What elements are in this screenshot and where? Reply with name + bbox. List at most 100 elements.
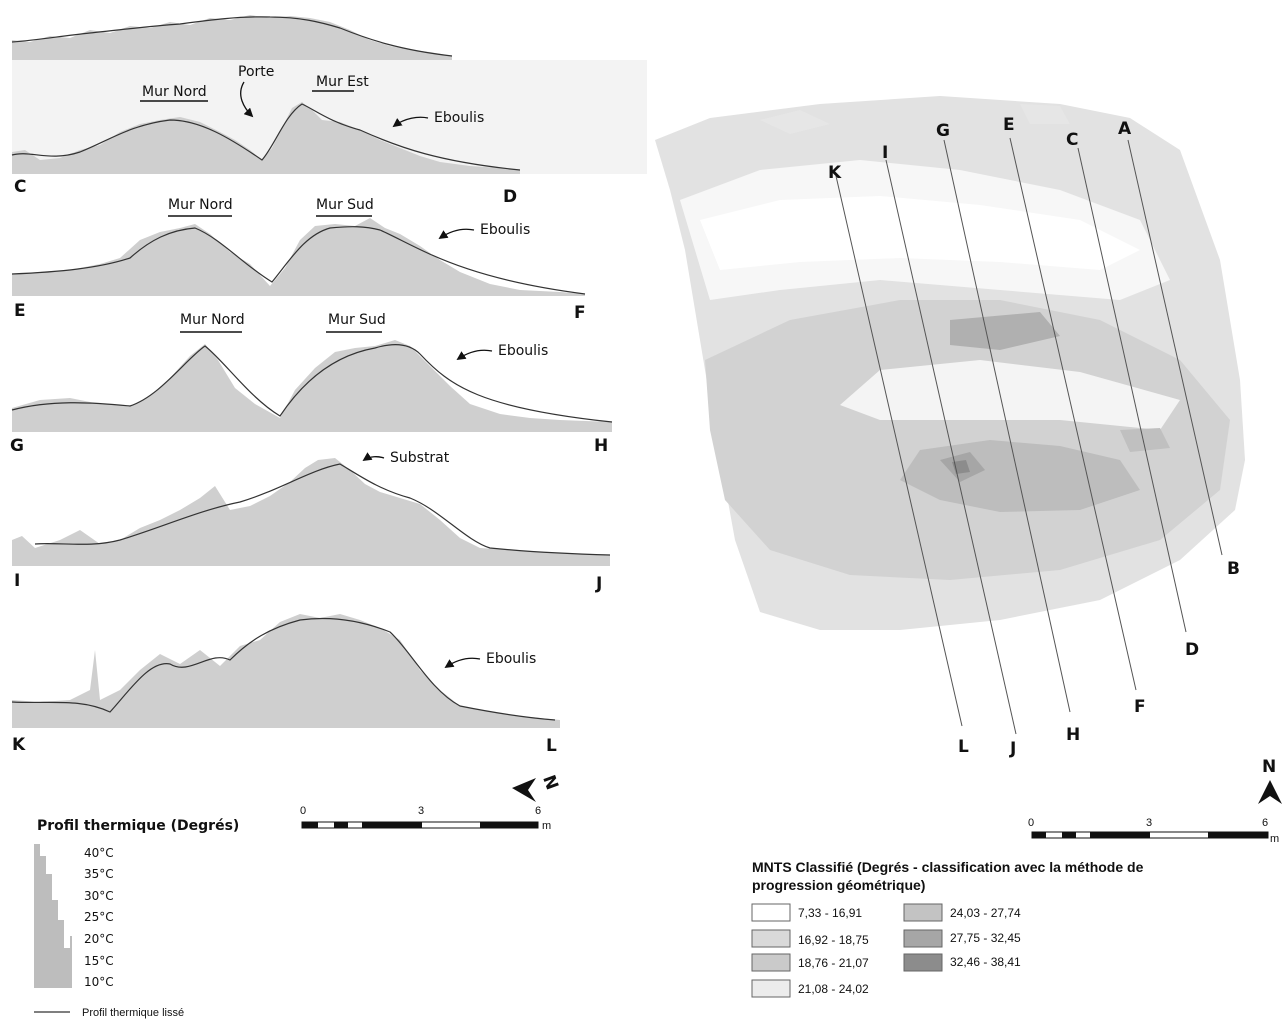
- profile-i-j-raw: [12, 458, 610, 566]
- profile-g-h-raw: [12, 340, 612, 432]
- legend-class-3: 18,76 - 21,07: [798, 956, 869, 970]
- map-letter-h: H: [1066, 725, 1080, 745]
- ef-mur-nord: Mur Nord: [168, 197, 233, 213]
- legend-swatch-5: [903, 903, 943, 922]
- gh-mur-nord: Mur Nord: [180, 312, 245, 328]
- legend-swatch-3: [751, 953, 791, 972]
- map-scale-0: 0: [1028, 817, 1034, 829]
- section-line-i-j: [885, 159, 1017, 735]
- profile-g-h-smooth: [11, 344, 613, 423]
- map-scale-bar: 0 3 6 m: [1028, 817, 1279, 845]
- profile-c-d: Mur Nord Porte Mur Est Eboulis C D: [11, 60, 647, 207]
- profile-legend-swatch: [34, 844, 72, 988]
- profile-e-f-raw: [12, 218, 585, 296]
- legend-class-1: 7,33 - 16,91: [798, 906, 862, 920]
- profile-c-d-end: D: [503, 187, 517, 207]
- legend-swatch-4: [751, 979, 791, 998]
- temp-30: 30°C: [84, 889, 114, 903]
- ij-substrat: Substrat: [390, 450, 450, 466]
- profile-c-d-smooth: [11, 103, 521, 171]
- cd-mur-nord: Mur Nord: [142, 84, 207, 100]
- temp-15: 15°C: [84, 954, 114, 968]
- profiles-panel: A B Mur Nord Porte Mur Est Eboulis C D M…: [10, 15, 647, 1019]
- temp-40: 40°C: [84, 846, 114, 860]
- section-line-g-h: [943, 139, 1071, 713]
- cd-mur-est: Mur Est: [316, 74, 369, 90]
- profiles-north-letter: N: [538, 772, 562, 792]
- legend-class-7: 32,46 - 38,41: [950, 955, 1021, 969]
- section-lines: [835, 137, 1223, 735]
- map-scale-unit: m: [1270, 833, 1279, 845]
- mnts-raster: [655, 96, 1245, 630]
- profile-e-f-end: F: [574, 303, 586, 323]
- map-scale-6: 6: [1262, 817, 1268, 829]
- section-line-a-b: [1127, 139, 1223, 556]
- map-letter-d: D: [1185, 640, 1199, 660]
- profiles-scale-6: 6: [535, 805, 541, 817]
- cd-porte: Porte: [238, 64, 274, 80]
- map-letter-j: J: [1009, 739, 1016, 759]
- map-letter-i: I: [882, 143, 888, 163]
- map-letter-l: L: [958, 737, 969, 757]
- legend-swatch-1: [751, 903, 791, 922]
- temp-10: 10°C: [84, 975, 114, 989]
- section-line-k-l: [835, 175, 963, 727]
- map-letter-b: B: [1227, 559, 1240, 579]
- north-arrow-icon: [1258, 780, 1282, 804]
- map-panel: A B C D E F G H I J K L N 0 3 6 m M: [655, 96, 1282, 998]
- profile-c-d-start: C: [14, 177, 26, 197]
- legend-class-6: 27,75 - 32,45: [950, 931, 1021, 945]
- profile-g-h-start: G: [10, 436, 24, 456]
- profile-a-b-raw: [12, 15, 452, 60]
- map-letter-g: G: [936, 121, 950, 141]
- profile-c-d-raw: [12, 102, 520, 174]
- north-arrow-icon: [512, 778, 536, 802]
- gh-eboulis: Eboulis: [498, 343, 548, 359]
- legend-class-2: 16,92 - 18,75: [798, 933, 869, 947]
- cd-eboulis: Eboulis: [434, 110, 484, 126]
- map-letter-a: A: [1118, 119, 1132, 139]
- temp-20: 20°C: [84, 932, 114, 946]
- profile-i-j-start: I: [14, 571, 20, 591]
- map-legend: MNTS Classifié (Degrés - classification …: [751, 859, 1144, 998]
- map-north-arrow: N: [1258, 757, 1282, 804]
- temp-35: 35°C: [84, 867, 114, 881]
- profile-i-j: Substrat I J: [12, 450, 611, 594]
- profile-g-h: Mur Nord Mur Sud Eboulis G H: [10, 312, 613, 456]
- profile-k-l-start: K: [12, 735, 26, 755]
- map-scale-3: 3: [1146, 817, 1152, 829]
- profile-a-b-smooth: [11, 16, 453, 57]
- legend-swatch-6: [903, 929, 943, 948]
- ef-mur-sud: Mur Sud: [316, 197, 374, 213]
- profile-k-l: Eboulis K L: [11, 614, 560, 756]
- profile-i-j-end: J: [595, 574, 602, 594]
- legend-swatch-2: [751, 929, 791, 948]
- legend-swatch-7: [903, 953, 943, 972]
- legend-class-4: 21,08 - 24,02: [798, 982, 869, 996]
- profile-legend-title: Profil thermique (Degrés): [37, 818, 239, 834]
- profiles-scale-3: 3: [418, 805, 424, 817]
- map-legend-title-1: MNTS Classifié (Degrés - classification …: [752, 859, 1144, 875]
- temp-25: 25°C: [84, 910, 114, 924]
- profile-legend: Profil thermique (Degrés) 40°C 35°C 30°C…: [34, 818, 239, 1019]
- map-letter-c: C: [1066, 130, 1078, 150]
- profile-k-l-smooth: [11, 617, 556, 721]
- profile-k-l-end: L: [546, 736, 557, 756]
- smoothed-line-label: Profil thermique lissé: [82, 1007, 184, 1019]
- section-line-c-d: [1077, 147, 1187, 633]
- ef-eboulis: Eboulis: [480, 222, 530, 238]
- legend-class-5: 24,03 - 27,74: [950, 906, 1021, 920]
- profile-e-f-smooth: [11, 226, 586, 295]
- map-legend-title-2: progression géométrique): [752, 877, 925, 893]
- profile-k-l-raw: [12, 614, 560, 728]
- map-letter-k: K: [828, 163, 842, 183]
- gh-mur-sud: Mur Sud: [328, 312, 386, 328]
- section-line-e-f: [1009, 137, 1137, 691]
- profiles-scale-bar: 0 3 6 m: [300, 805, 551, 832]
- profiles-scale-unit: m: [542, 820, 551, 832]
- profile-g-h-end: H: [594, 436, 608, 456]
- profile-i-j-smooth: [34, 463, 611, 556]
- map-north-letter: N: [1262, 757, 1276, 777]
- profiles-north-arrow: N: [512, 772, 562, 802]
